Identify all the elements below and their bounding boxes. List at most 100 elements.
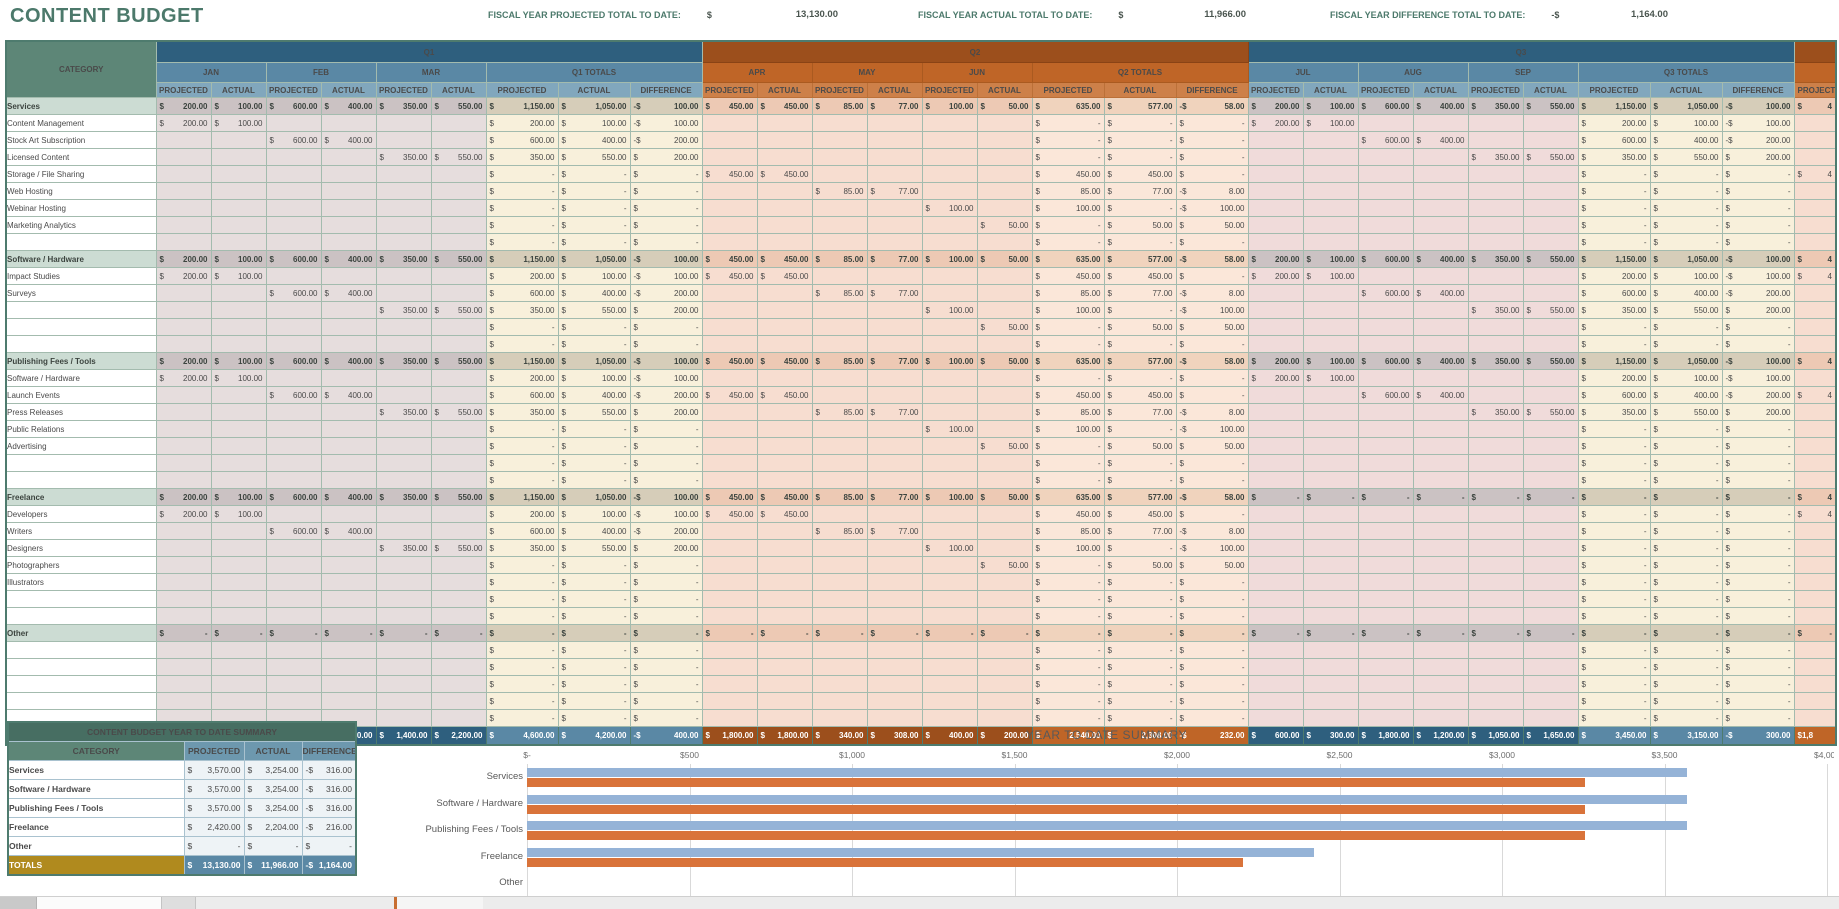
cell[interactable]: $85.00 <box>811 403 868 421</box>
cell[interactable] <box>155 692 212 710</box>
cell[interactable]: -$ 200.00 <box>1721 131 1795 149</box>
cell[interactable]: $200.00 <box>485 114 559 132</box>
cell[interactable] <box>866 233 923 251</box>
cell[interactable] <box>756 199 813 217</box>
cell[interactable]: $ - <box>811 624 868 642</box>
cell[interactable]: $100.00 <box>210 488 267 506</box>
cell[interactable] <box>210 437 267 455</box>
cell[interactable] <box>921 318 978 336</box>
cell[interactable] <box>701 369 758 387</box>
cell[interactable] <box>811 114 868 132</box>
cell[interactable]: $635.00 <box>1031 250 1105 268</box>
cell[interactable] <box>701 403 758 421</box>
cell[interactable] <box>210 522 267 540</box>
cell[interactable]: $50.00 <box>976 352 1033 370</box>
totals-cell[interactable]: $1,200.00 <box>1412 726 1469 746</box>
cell[interactable] <box>811 216 868 234</box>
cell[interactable] <box>1522 539 1579 557</box>
cell[interactable]: $ - <box>1649 675 1723 693</box>
cell[interactable] <box>1412 556 1469 574</box>
cell[interactable] <box>265 505 322 523</box>
cell[interactable]: $4 <box>1793 352 1837 370</box>
cell[interactable]: -$ 316.00 <box>301 798 357 818</box>
cell[interactable]: -$ 100.00 <box>629 352 703 370</box>
cell[interactable] <box>976 284 1033 302</box>
cell[interactable] <box>701 556 758 574</box>
cell[interactable]: $ - <box>1721 420 1795 438</box>
cell[interactable] <box>701 641 758 659</box>
cell[interactable]: $100.00 <box>1302 114 1359 132</box>
cell[interactable] <box>320 199 377 217</box>
totals-cell[interactable]: $1,800.00 <box>1357 726 1414 746</box>
cell[interactable]: $ - <box>1031 471 1105 489</box>
cell[interactable]: $550.00 <box>1522 403 1579 421</box>
cell[interactable] <box>210 301 267 319</box>
cell[interactable] <box>320 539 377 557</box>
cell[interactable] <box>1522 522 1579 540</box>
cell[interactable]: $ - <box>1721 539 1795 557</box>
cell[interactable]: $600.00 <box>1357 352 1414 370</box>
cell[interactable]: -$ 100.00 <box>1721 352 1795 370</box>
cell[interactable] <box>1793 131 1837 149</box>
cell[interactable] <box>430 573 487 591</box>
cell[interactable] <box>1357 216 1414 234</box>
row-label[interactable]: Launch Events <box>5 386 157 404</box>
cell[interactable] <box>430 335 487 353</box>
cell[interactable] <box>375 165 432 183</box>
cell[interactable] <box>701 454 758 472</box>
cell[interactable] <box>756 454 813 472</box>
cell[interactable]: $550.00 <box>557 403 631 421</box>
cell[interactable]: $ - <box>1103 624 1177 642</box>
cell[interactable] <box>866 556 923 574</box>
cell[interactable] <box>375 199 432 217</box>
cell[interactable] <box>921 454 978 472</box>
cell[interactable] <box>155 590 212 608</box>
cell[interactable]: $50.00 <box>1103 216 1177 234</box>
cell[interactable]: $450.00 <box>1031 505 1105 523</box>
cell[interactable] <box>430 590 487 608</box>
cell[interactable]: $200.00 <box>155 267 212 285</box>
row-label[interactable]: Publishing Fees / Tools <box>7 798 185 818</box>
cell[interactable] <box>1357 675 1414 693</box>
cell[interactable] <box>1793 114 1837 132</box>
cell[interactable] <box>155 658 212 676</box>
cell[interactable]: $ - <box>1175 148 1249 166</box>
cell[interactable]: $ - <box>629 335 703 353</box>
cell[interactable]: $200.00 <box>155 369 212 387</box>
row-label[interactable] <box>5 301 157 319</box>
cell[interactable] <box>430 233 487 251</box>
cell[interactable]: $ - <box>629 692 703 710</box>
cell[interactable]: -$ 8.00 <box>1175 284 1249 302</box>
cell[interactable] <box>1247 590 1304 608</box>
cell[interactable] <box>1793 403 1837 421</box>
cell[interactable] <box>375 573 432 591</box>
cell[interactable] <box>921 573 978 591</box>
cell[interactable] <box>1793 284 1837 302</box>
row-label[interactable]: Writers <box>5 522 157 540</box>
cell[interactable] <box>1302 692 1359 710</box>
cell[interactable] <box>1522 386 1579 404</box>
cell[interactable] <box>1522 590 1579 608</box>
cell[interactable] <box>866 148 923 166</box>
cell[interactable]: $100.00 <box>1649 114 1723 132</box>
cell[interactable]: $400.00 <box>557 522 631 540</box>
cell[interactable]: $ - <box>629 437 703 455</box>
cell[interactable]: $ - <box>1031 148 1105 166</box>
cell[interactable]: $ - <box>1302 488 1359 506</box>
cell[interactable]: $350.00 <box>485 539 559 557</box>
cell[interactable]: $ - <box>1175 114 1249 132</box>
cell[interactable] <box>320 641 377 659</box>
cell[interactable]: $ - <box>629 454 703 472</box>
cell[interactable]: -$ 100.00 <box>629 488 703 506</box>
cell[interactable]: $ - <box>1175 624 1249 642</box>
cell[interactable]: $550.00 <box>430 352 487 370</box>
cell[interactable]: $50.00 <box>976 318 1033 336</box>
cell[interactable] <box>430 522 487 540</box>
cell[interactable] <box>1793 369 1837 387</box>
cell[interactable] <box>1247 539 1304 557</box>
cell[interactable]: $ - <box>1175 454 1249 472</box>
cell[interactable]: $ - <box>1577 590 1651 608</box>
cell[interactable] <box>756 148 813 166</box>
cell[interactable]: $400.00 <box>320 131 377 149</box>
cell[interactable] <box>976 165 1033 183</box>
